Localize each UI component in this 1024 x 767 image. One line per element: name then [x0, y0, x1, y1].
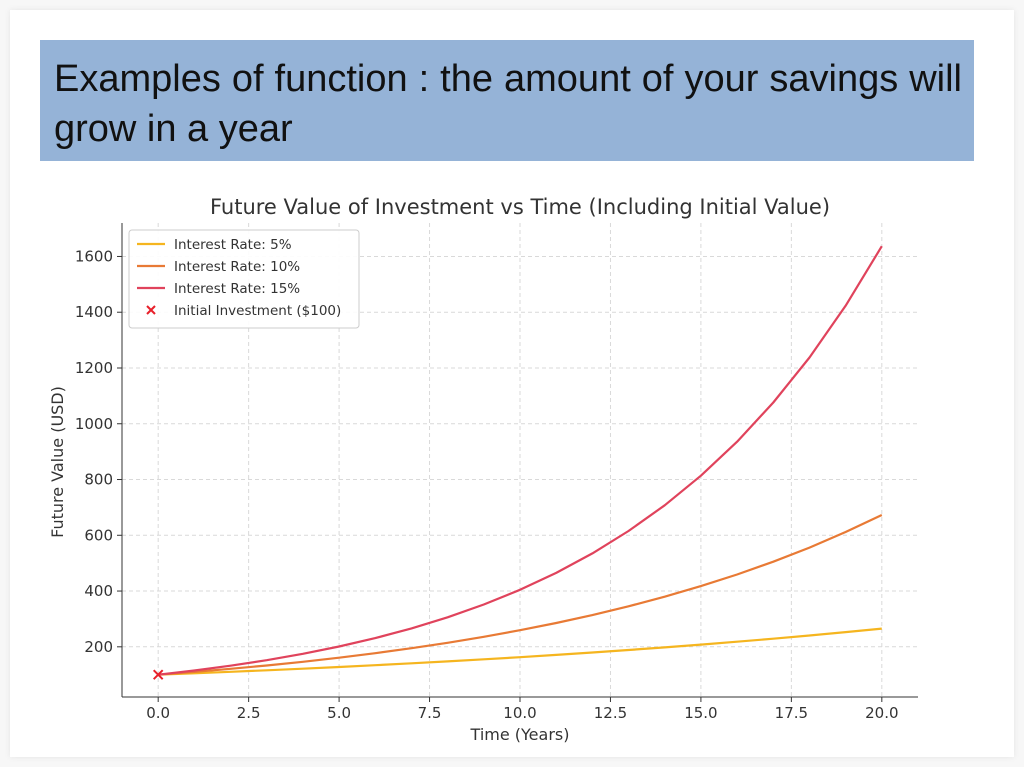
y-tick-label: 1600: [75, 247, 113, 265]
slide-title: Examples of function : the amount of you…: [54, 58, 962, 150]
chart-title: Future Value of Investment vs Time (Incl…: [210, 195, 830, 219]
x-tick-label: 15.0: [684, 704, 717, 722]
marker-stroke: [146, 305, 156, 315]
marker-stroke: [152, 669, 164, 680]
x-tick-label: 17.5: [775, 704, 808, 722]
legend-box: [128, 229, 360, 329]
initial-investment-marker: [152, 669, 164, 680]
y-tick-label: 800: [84, 471, 113, 489]
slide-title-box: Examples of function : the amount of you…: [40, 40, 974, 161]
series-line: [158, 245, 883, 676]
x-tick-label: 7.5: [418, 704, 442, 722]
x-tick-label: 10.0: [503, 704, 536, 722]
series-line: [158, 514, 883, 676]
x-tick-label: 20.0: [865, 704, 898, 722]
legend-marker-swatch: [146, 305, 156, 315]
legend-label: Initial Investment ($100): [174, 303, 341, 319]
legend-label: Interest Rate: 15%: [174, 281, 300, 297]
x-tick-label: 5.0: [327, 704, 351, 722]
x-tick-label: 0.0: [146, 704, 170, 722]
y-tick-label: 400: [84, 582, 113, 600]
future-value-chart: Future Value of Investment vs Time (Incl…: [48, 195, 918, 744]
x-axis-label: Time (Years): [470, 725, 570, 744]
x-tick-label: 12.5: [594, 704, 627, 722]
y-axis-label: Future Value (USD): [48, 386, 67, 538]
y-tick-label: 1000: [75, 415, 113, 433]
series-line: [158, 627, 882, 676]
legend: Interest Rate: 5% Interest Rate: 10% Inter…: [128, 229, 360, 329]
y-tick-label: 200: [84, 638, 113, 656]
legend-label: Interest Rate: 10%: [174, 259, 300, 275]
x-tick-label: 2.5: [237, 704, 261, 722]
y-tick-label: 1200: [75, 359, 113, 377]
y-tick-label: 600: [84, 526, 113, 544]
legend-label: Interest Rate: 5%: [174, 237, 292, 253]
y-tick-label: 1400: [75, 303, 113, 321]
plot-area: 0.0 2.5 5.0 7.5 10.0 12.5 15.0 17.5 20.0 200 400 60…: [75, 223, 918, 722]
